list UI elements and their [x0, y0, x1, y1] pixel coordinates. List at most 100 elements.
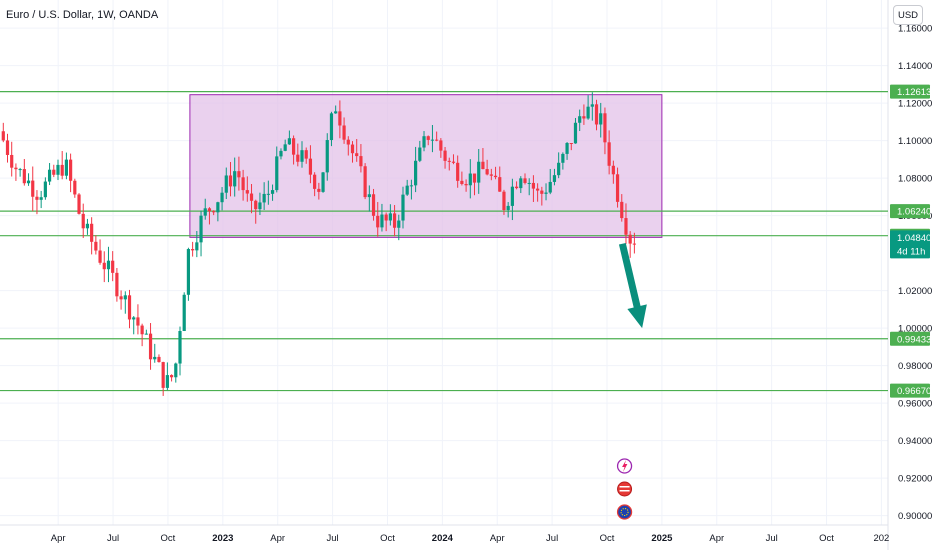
candle	[228, 161, 233, 197]
eu-flag-circle	[616, 504, 633, 520]
candle	[136, 304, 140, 335]
candle-body	[64, 159, 69, 176]
candle-body	[468, 173, 472, 186]
level-price-text: 0.99433	[897, 334, 931, 345]
candle-body	[279, 150, 283, 157]
candle-body	[371, 194, 376, 216]
time-tick-label: Apr	[270, 533, 285, 544]
candle-body	[599, 113, 603, 125]
candle-body	[182, 294, 186, 332]
level-price-text: 0.96670	[897, 386, 931, 397]
candle-body	[165, 375, 169, 388]
candle	[321, 171, 325, 193]
candle-body	[212, 211, 216, 213]
candle-body	[548, 181, 552, 193]
candle	[607, 130, 611, 175]
candle	[153, 343, 157, 363]
time-tick-label: Oct	[380, 533, 395, 544]
candle	[220, 187, 224, 211]
candle	[468, 159, 472, 199]
candle	[291, 135, 296, 165]
candle	[414, 146, 418, 193]
candle	[186, 247, 191, 301]
price-tick-label: 1.12000	[898, 99, 932, 110]
candle	[313, 172, 317, 197]
event-markers[interactable]	[616, 458, 633, 520]
candle-body	[405, 185, 409, 195]
candle	[628, 231, 632, 258]
candle-body	[401, 194, 405, 221]
candle-body	[39, 197, 43, 200]
candle	[39, 190, 43, 209]
candle-body	[527, 182, 531, 184]
candle-body	[590, 104, 594, 107]
candle	[620, 194, 624, 222]
candle-body	[270, 190, 275, 194]
candle	[590, 92, 594, 121]
candle-body	[98, 250, 102, 263]
last-price-tag	[890, 230, 930, 259]
candle	[182, 292, 186, 332]
candle-body	[594, 104, 599, 125]
candle	[392, 205, 397, 237]
countdown-text: 4d 11h	[897, 246, 925, 257]
candle	[498, 166, 502, 192]
candle	[212, 210, 216, 216]
candle-body	[136, 317, 140, 326]
candle	[565, 141, 569, 160]
candle	[304, 147, 308, 164]
candle-body	[123, 295, 127, 300]
currency-button[interactable]: USD	[893, 5, 923, 25]
candle-body	[620, 201, 624, 219]
candle-body	[384, 214, 388, 221]
candle	[174, 362, 178, 383]
candle	[60, 151, 64, 180]
candle	[123, 291, 127, 314]
candle	[334, 105, 338, 114]
candle-body	[422, 136, 426, 148]
candle-body	[85, 223, 90, 229]
candle-body	[10, 154, 14, 168]
candle-body	[35, 196, 39, 200]
candle-body	[106, 260, 111, 270]
candle-body	[582, 116, 586, 119]
candle	[275, 146, 279, 193]
candle-body	[224, 175, 228, 193]
candle	[582, 104, 586, 125]
price-tick-label: 0.92000	[898, 474, 932, 485]
candle	[56, 159, 60, 181]
candle	[144, 329, 148, 335]
candle	[552, 168, 557, 186]
candle	[127, 289, 132, 329]
candle	[296, 143, 300, 167]
price-tick-label: 1.08000	[898, 174, 932, 185]
candle	[262, 182, 266, 210]
candle	[102, 251, 106, 283]
candle	[603, 107, 607, 155]
bearish-arrow	[618, 242, 647, 329]
price-tick-label: 0.96000	[898, 399, 932, 410]
candle-body	[1, 131, 5, 141]
time-axis[interactable]: Apr Jul Oct 2023 Apr Jul Oct 2024 Apr Jul Oct 2025 A…	[51, 533, 890, 544]
candle-body	[334, 111, 338, 114]
time-tick-label: Jul	[107, 533, 119, 544]
candle-body	[5, 140, 10, 155]
event-flag-us-icon	[617, 481, 633, 497]
candle	[52, 164, 56, 178]
candle	[270, 184, 275, 201]
candle-body	[544, 192, 548, 194]
candle	[514, 181, 519, 190]
last-price-text: 1.04840	[897, 233, 931, 244]
candle	[119, 290, 123, 310]
candle	[31, 166, 35, 212]
level-price-tag	[890, 204, 930, 219]
candle-body	[69, 159, 73, 181]
candle-body	[283, 144, 287, 151]
candle	[241, 169, 245, 201]
candle-body	[607, 142, 611, 166]
candle-body	[153, 356, 157, 360]
candle-body	[287, 138, 291, 145]
candle	[26, 173, 31, 186]
candle	[178, 326, 182, 376]
